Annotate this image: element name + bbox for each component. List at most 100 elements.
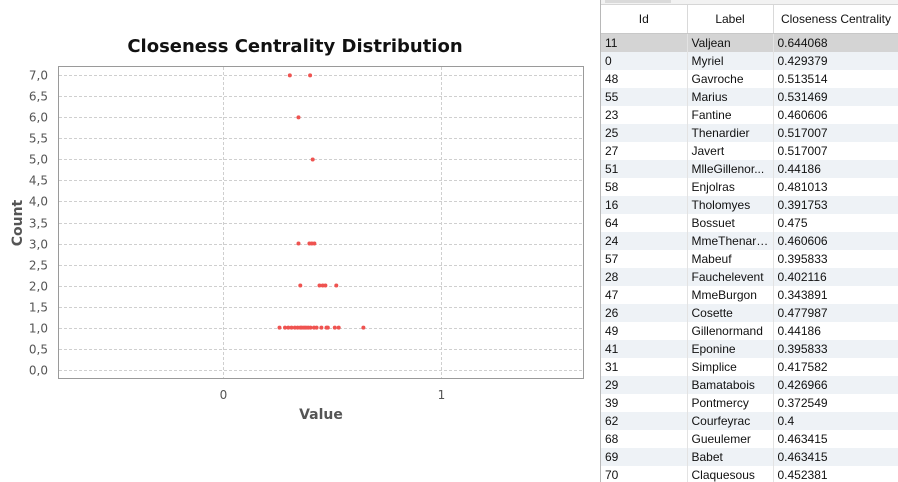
data-point (277, 325, 282, 330)
table-row[interactable]: 62 Courfeyrac 0.4 (601, 412, 898, 430)
cell-closeness: 0.463415 (773, 448, 898, 466)
column-header-label[interactable]: Label (687, 5, 774, 34)
table-row[interactable]: 47 MmeBurgon 0.343891 (601, 286, 898, 304)
table-row[interactable]: 57 Mabeuf 0.395833 (601, 250, 898, 268)
data-point (332, 325, 337, 330)
cell-closeness: 0.395833 (773, 340, 898, 358)
cell-label: Thenardier (687, 124, 774, 142)
data-point (319, 325, 324, 330)
table-row[interactable]: 39 Pontmercy 0.372549 (601, 394, 898, 412)
table-row[interactable]: 41 Eponine 0.395833 (601, 340, 898, 358)
column-header-id[interactable]: Id (601, 5, 688, 34)
cell-closeness: 0.44186 (773, 322, 898, 340)
table-row[interactable]: 69 Babet 0.463415 (601, 448, 898, 466)
y-tick-label: 4,0 (29, 195, 48, 209)
cell-label: Babet (687, 448, 774, 466)
data-point (310, 157, 315, 162)
cell-id: 55 (601, 88, 688, 106)
table-row[interactable]: 68 Gueulemer 0.463415 (601, 430, 898, 448)
cell-label: Myriel (687, 52, 774, 70)
plot-area[interactable] (58, 66, 584, 379)
table-row[interactable]: 58 Enjolras 0.481013 (601, 178, 898, 196)
y-tick-label: 6,0 (29, 111, 48, 125)
data-point (361, 325, 366, 330)
cell-label: Courfeyrac (687, 412, 774, 430)
tick-labels: 0,0 0,5 1,0 1,5 2,0 2,5 3,0 3,5 4,0 4,5 5,0 5,5 6,0 6… (29, 69, 445, 403)
cell-id: 29 (601, 376, 688, 394)
y-tick-label: 5,5 (29, 132, 48, 146)
table-row[interactable]: 64 Bossuet 0.475 (601, 214, 898, 232)
x-axis-label: Value (299, 407, 343, 423)
data-point (312, 241, 317, 246)
cell-closeness: 0.460606 (773, 232, 898, 250)
table-row[interactable]: 0 Myriel 0.429379 (601, 52, 898, 70)
cell-id: 64 (601, 214, 688, 232)
table-row[interactable]: 11 Valjean 0.644068 (601, 33, 898, 52)
cell-label: Fauchelevent (687, 268, 774, 286)
cell-label: Valjean (687, 33, 774, 52)
table-body: 11 Valjean 0.644068 0 Myriel 0.429379 48 Gavroc… (601, 33, 898, 482)
table-toolbar-strip (601, 0, 898, 5)
y-tick-label: 1,0 (29, 322, 48, 336)
cell-closeness: 0.531469 (773, 88, 898, 106)
data-point (287, 73, 292, 78)
cell-label: Simplice (687, 358, 774, 376)
table-row[interactable]: 28 Fauchelevent 0.402116 (601, 268, 898, 286)
data-point (283, 325, 287, 330)
cell-id: 28 (601, 268, 688, 286)
cell-label: Bamatabois (687, 376, 774, 394)
cell-id: 51 (601, 160, 688, 178)
table-row[interactable]: 51 MlleGillenor... 0.44186 (601, 160, 898, 178)
table-header-row: Id Label Closeness Centrality (601, 5, 898, 34)
cell-id: 69 (601, 448, 688, 466)
table-row[interactable]: 70 Claquesous 0.452381 (601, 466, 898, 482)
table-row[interactable]: 26 Cosette 0.477987 (601, 304, 898, 322)
column-header-closeness[interactable]: Closeness Centrality (773, 5, 898, 34)
cell-id: 68 (601, 430, 688, 448)
cell-label: Gillenormand (687, 322, 774, 340)
cell-label: Gueulemer (687, 430, 774, 448)
cell-label: Pontmercy (687, 394, 774, 412)
cell-id: 57 (601, 250, 688, 268)
cell-id: 47 (601, 286, 688, 304)
cell-closeness: 0.44186 (773, 160, 898, 178)
cell-closeness: 0.517007 (773, 142, 898, 160)
table-row[interactable]: 24 MmeThenard... 0.460606 (601, 232, 898, 250)
table-tab[interactable] (605, 0, 671, 3)
data-point (308, 73, 313, 78)
cell-label: MmeBurgon (687, 286, 774, 304)
cell-label: Bossuet (687, 214, 774, 232)
cell-id: 26 (601, 304, 688, 322)
y-tick-label: 4,5 (29, 174, 48, 188)
cell-closeness: 0.477987 (773, 304, 898, 322)
cell-id: 31 (601, 358, 688, 376)
data-point (296, 115, 301, 120)
cell-id: 62 (601, 412, 688, 430)
y-tick-label: 5,0 (29, 153, 48, 167)
cell-id: 27 (601, 142, 688, 160)
chart-title: Closeness Centrality Distribution (127, 36, 462, 57)
y-tick-label: 3,0 (29, 238, 48, 252)
table-row[interactable]: 29 Bamatabois 0.426966 (601, 376, 898, 394)
cell-label: MlleGillenor... (687, 160, 774, 178)
table-row[interactable]: 48 Gavroche 0.513514 (601, 70, 898, 88)
table-row[interactable]: 49 Gillenormand 0.44186 (601, 322, 898, 340)
table-row[interactable]: 25 Thenardier 0.517007 (601, 124, 898, 142)
y-tick-label: 3,5 (29, 217, 48, 231)
y-tick-label: 7,0 (29, 69, 48, 83)
table-row[interactable]: 16 Tholomyes 0.391753 (601, 196, 898, 214)
y-tick-label: 1,5 (29, 301, 48, 315)
table-row[interactable]: 27 Javert 0.517007 (601, 142, 898, 160)
cell-label: Tholomyes (687, 196, 774, 214)
table-row[interactable]: 23 Fantine 0.460606 (601, 106, 898, 124)
data-point (323, 283, 328, 288)
data-table-panel: Id Label Closeness Centrality 11 Valjean 0… (600, 0, 898, 482)
cell-closeness: 0.460606 (773, 106, 898, 124)
cell-id: 58 (601, 178, 688, 196)
cell-label: Gavroche (687, 70, 774, 88)
table-row[interactable]: 55 Marius 0.531469 (601, 88, 898, 106)
table-row[interactable]: 31 Simplice 0.417582 (601, 358, 898, 376)
cell-closeness: 0.395833 (773, 250, 898, 268)
y-tick-label: 0,5 (29, 343, 48, 357)
data-points (277, 73, 366, 330)
